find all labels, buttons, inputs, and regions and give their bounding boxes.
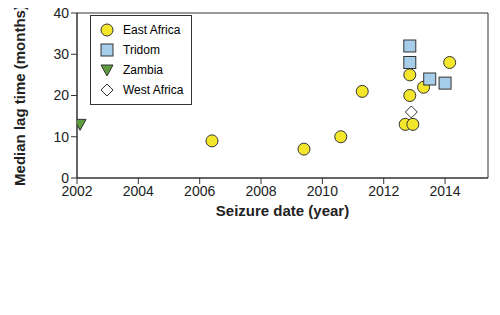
svg-text:2012: 2012 bbox=[368, 183, 399, 199]
html-text:East Africa: East Africa bbox=[123, 23, 181, 37]
svg-text:2010: 2010 bbox=[307, 183, 338, 199]
svg-text:2004: 2004 bbox=[123, 183, 154, 199]
svg-text:40: 40 bbox=[53, 8, 69, 21]
svg-text:20: 20 bbox=[53, 87, 69, 103]
svg-text:2014: 2014 bbox=[429, 183, 460, 199]
svg-text:0: 0 bbox=[61, 170, 69, 186]
svg-text:Median lag time (months): Median lag time (months) bbox=[11, 8, 28, 186]
html-text:Tridom: Tridom bbox=[123, 43, 160, 57]
html-text:West Africa: West Africa bbox=[123, 83, 184, 97]
svg-text:10: 10 bbox=[53, 129, 69, 145]
svg-text:2002: 2002 bbox=[61, 182, 93, 199]
svg-text:2006: 2006 bbox=[184, 183, 215, 199]
svg-text:30: 30 bbox=[53, 46, 69, 62]
svg-text:2008: 2008 bbox=[245, 183, 276, 199]
html-text:Zambia: Zambia bbox=[123, 63, 163, 77]
svg-text:Seizure date (year): Seizure date (year) bbox=[216, 202, 349, 219]
